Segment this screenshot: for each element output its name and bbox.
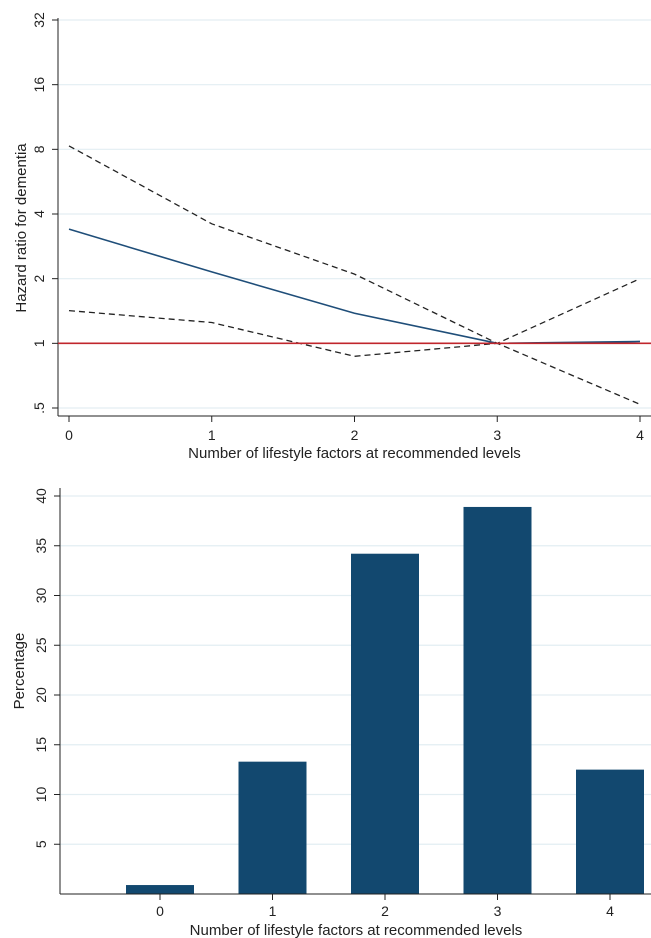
- x-tick-label: 1: [269, 903, 277, 919]
- bar: [351, 553, 419, 894]
- x-tick-label: 1: [208, 427, 216, 443]
- x-tick-label: 4: [636, 427, 644, 443]
- y-tick-label: 1: [31, 339, 47, 347]
- y-tick-label: .5: [31, 402, 47, 414]
- estimate-line: [68, 228, 641, 345]
- bar: [126, 885, 194, 894]
- y-tick-label: 40: [33, 488, 49, 504]
- bar: [576, 769, 644, 894]
- x-axis-title: Number of lifestyle factors at recommend…: [188, 445, 521, 462]
- percentage-bar-chart: 5 10 15 20 25 30 35 40 0 1 2 3 4 Number of lifestyle …: [11, 488, 651, 938]
- x-tick-label: 3: [494, 903, 502, 919]
- y-tick-label: 8: [31, 145, 47, 153]
- y-tick-label: 5: [33, 840, 49, 848]
- confidence-bound-line: [68, 145, 641, 405]
- confidence-bound-line: [68, 278, 641, 357]
- y-tick-label: 10: [33, 787, 49, 803]
- y-tick-label: 15: [33, 737, 49, 753]
- x-tick-label: 2: [351, 427, 359, 443]
- x-tick-label: 2: [381, 903, 389, 919]
- y-tick-label: 4: [31, 210, 47, 218]
- y-tick-label: 20: [33, 687, 49, 703]
- y-tick-label: 30: [33, 588, 49, 604]
- bar: [238, 761, 307, 894]
- y-tick-label: 25: [33, 637, 49, 653]
- y-tick-label: 35: [33, 538, 49, 554]
- y-tick-label: 32: [31, 12, 47, 28]
- x-tick-label: 0: [156, 903, 164, 919]
- bar: [463, 506, 532, 894]
- y-tick-label: 2: [31, 275, 47, 283]
- hazard-ratio-chart: .5 1 2 4 8 16 32 0 1 2 3 4 Number of lifestyle facto…: [13, 12, 651, 462]
- y-axis-title: Hazard ratio for dementia: [13, 143, 30, 313]
- y-tick-label: 16: [31, 77, 47, 93]
- x-tick-label: 0: [65, 427, 73, 443]
- x-axis-title: Number of lifestyle factors at recommend…: [190, 922, 523, 938]
- y-axis-title: Percentage: [11, 633, 28, 710]
- x-tick-label: 4: [606, 903, 614, 919]
- x-tick-label: 3: [493, 427, 501, 443]
